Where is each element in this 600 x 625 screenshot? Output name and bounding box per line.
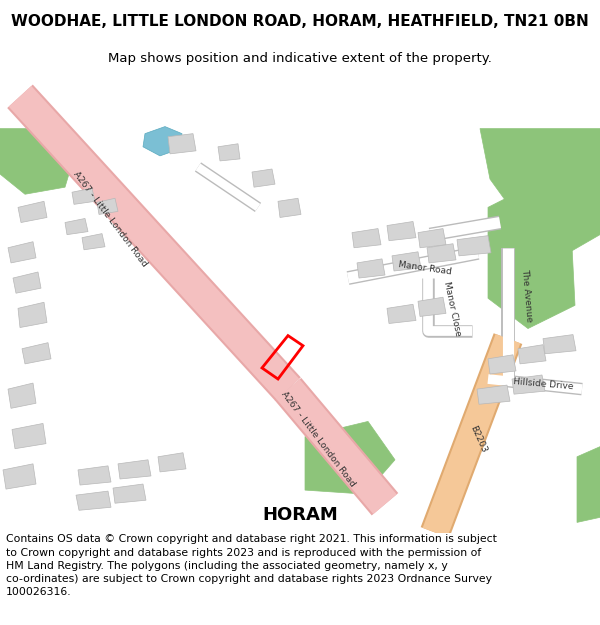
Text: Manor Road: Manor Road	[398, 260, 452, 276]
Polygon shape	[252, 169, 275, 187]
Polygon shape	[387, 221, 416, 241]
Text: A267 - Little London Road: A267 - Little London Road	[71, 170, 149, 269]
Polygon shape	[305, 421, 395, 494]
Text: The Avenue: The Avenue	[520, 268, 534, 322]
Polygon shape	[543, 334, 576, 354]
Polygon shape	[143, 127, 182, 156]
Polygon shape	[387, 304, 416, 324]
Text: Hillside Drive: Hillside Drive	[512, 377, 574, 391]
Polygon shape	[8, 242, 36, 263]
Polygon shape	[392, 252, 421, 271]
Text: Map shows position and indicative extent of the property.: Map shows position and indicative extent…	[108, 52, 492, 65]
Polygon shape	[352, 229, 381, 248]
Polygon shape	[477, 385, 510, 404]
Polygon shape	[488, 355, 516, 374]
Polygon shape	[158, 452, 186, 472]
Polygon shape	[22, 342, 51, 364]
Text: B2203: B2203	[468, 424, 488, 454]
Text: HORAM: HORAM	[262, 506, 338, 524]
Polygon shape	[113, 484, 146, 503]
Polygon shape	[65, 219, 88, 234]
Polygon shape	[278, 198, 301, 217]
Polygon shape	[118, 460, 151, 479]
Polygon shape	[427, 244, 456, 263]
Polygon shape	[168, 134, 196, 154]
Polygon shape	[577, 447, 600, 522]
Polygon shape	[418, 298, 446, 316]
Polygon shape	[218, 144, 240, 161]
Polygon shape	[8, 383, 36, 408]
Text: WOODHAE, LITTLE LONDON ROAD, HORAM, HEATHFIELD, TN21 0BN: WOODHAE, LITTLE LONDON ROAD, HORAM, HEAT…	[11, 14, 589, 29]
Polygon shape	[18, 302, 47, 328]
Text: Contains OS data © Crown copyright and database right 2021. This information is : Contains OS data © Crown copyright and d…	[6, 534, 497, 597]
Polygon shape	[418, 229, 446, 248]
Polygon shape	[457, 236, 491, 256]
Polygon shape	[72, 188, 95, 204]
Text: Manor Close: Manor Close	[442, 280, 462, 336]
Polygon shape	[512, 375, 545, 394]
Polygon shape	[518, 345, 546, 364]
Polygon shape	[82, 234, 105, 250]
Text: A267 - Little London Road: A267 - Little London Road	[279, 390, 357, 489]
Polygon shape	[488, 187, 575, 329]
Polygon shape	[480, 129, 600, 255]
Polygon shape	[3, 464, 36, 489]
Polygon shape	[12, 424, 46, 449]
Polygon shape	[357, 259, 385, 278]
Polygon shape	[78, 466, 111, 485]
Polygon shape	[97, 198, 118, 214]
Polygon shape	[18, 201, 47, 222]
Polygon shape	[0, 129, 75, 194]
Polygon shape	[13, 272, 41, 293]
Polygon shape	[76, 491, 111, 510]
